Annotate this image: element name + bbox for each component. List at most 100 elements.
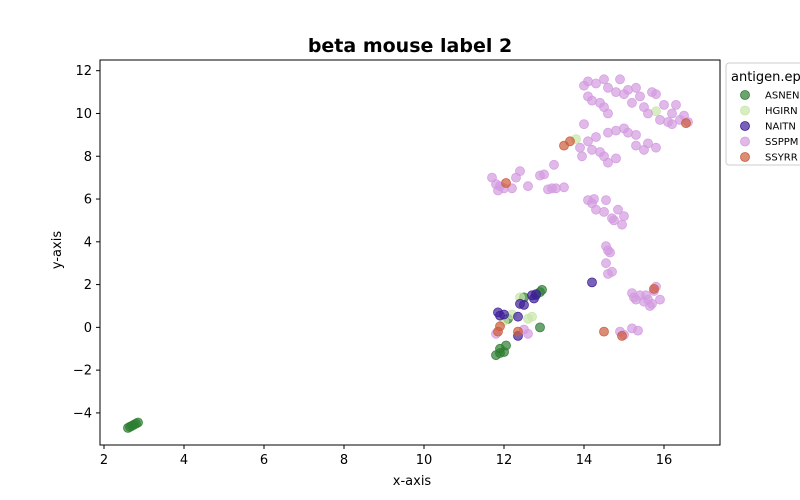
data-point-ssppm xyxy=(615,74,625,85)
legend-label-naitn: NAITN xyxy=(765,122,796,133)
data-point-ssppm xyxy=(591,132,601,142)
x-axis-label: x-axis xyxy=(393,474,432,489)
data-point-ssppm xyxy=(599,206,609,217)
legend-marker-naitn xyxy=(740,121,750,131)
legend-label-ssppm: SSPPM xyxy=(765,137,798,148)
data-point-ssppm xyxy=(655,294,665,305)
data-point-ssppm xyxy=(589,194,599,204)
legend-label-ssyrr: SSYRR xyxy=(765,153,798,164)
data-point-ssppm xyxy=(671,100,681,110)
data-point-ssppm xyxy=(551,183,561,194)
data-point-ssyrr xyxy=(513,326,523,337)
data-point-ssppm xyxy=(631,82,641,93)
x-tick-label: 4 xyxy=(180,453,188,468)
data-point-ssyrr xyxy=(495,321,505,332)
data-point-ssppm xyxy=(619,89,629,100)
x-tick-label: 16 xyxy=(656,453,673,468)
y-tick-label: 4 xyxy=(84,235,92,250)
data-point-ssppm xyxy=(631,129,641,140)
data-point-ssppm xyxy=(647,298,657,309)
data-point-asnen xyxy=(535,322,545,333)
data-point-ssppm xyxy=(655,115,665,125)
legend: antigen.ep ASNEN HGIRN NAITN SSPPM SSYRR xyxy=(725,62,800,166)
data-point-ssppm xyxy=(605,247,615,258)
data-point-ssyrr xyxy=(681,118,691,128)
x-tick-label: 8 xyxy=(340,453,348,468)
data-point-ssppm xyxy=(643,138,653,149)
data-point-ssppm xyxy=(523,181,533,192)
data-point-naitn xyxy=(513,311,523,322)
legend-title: antigen.ep xyxy=(731,70,800,85)
data-point-ssppm xyxy=(619,211,629,222)
y-tick-label: 10 xyxy=(75,107,92,122)
legend-marker-ssyrr xyxy=(740,152,750,162)
data-point-ssppm xyxy=(607,266,617,277)
data-point-ssppm xyxy=(651,142,661,153)
data-point-ssppm xyxy=(643,108,653,119)
data-point-ssppm xyxy=(601,258,611,269)
data-point-ssppm xyxy=(591,78,601,89)
data-point-ssppm xyxy=(667,119,677,130)
data-point-ssppm xyxy=(579,119,589,130)
legend-marker-ssppm xyxy=(740,136,750,147)
data-point-ssppm xyxy=(587,95,597,106)
data-point-asnen xyxy=(501,340,511,351)
data-point-ssppm xyxy=(623,127,633,138)
data-point-ssppm xyxy=(583,136,593,147)
data-point-ssppm xyxy=(523,328,533,339)
data-point-ssppm xyxy=(627,97,637,108)
legend-label-hgirn: HGIRN xyxy=(765,106,798,117)
data-point-ssppm xyxy=(587,144,597,155)
y-tick-label: 6 xyxy=(84,193,92,208)
data-point-ssppm xyxy=(611,87,621,97)
data-point-ssppm xyxy=(603,82,613,93)
x-tick-label: 14 xyxy=(576,453,593,468)
x-axis-ticks: 2 4 6 8 10 12 14 16 xyxy=(100,445,672,468)
data-point-ssppm xyxy=(609,215,619,226)
data-point-hgirn xyxy=(527,311,537,322)
y-axis-ticks: −4 −2 0 2 4 6 8 10 12 xyxy=(73,64,100,421)
data-point-asnen xyxy=(133,417,143,428)
data-point-ssppm xyxy=(603,108,613,119)
data-point-ssppm xyxy=(575,142,585,153)
data-point-ssppm xyxy=(635,91,645,102)
x-tick-label: 10 xyxy=(416,453,433,468)
data-point-ssyrr xyxy=(649,283,659,294)
legend-label-asnen: ASNEN xyxy=(765,91,799,102)
data-point-naitn xyxy=(587,277,597,288)
legend-items: ASNEN HGIRN NAITN SSPPM SSYRR xyxy=(740,90,799,164)
data-point-ssppm xyxy=(591,204,601,215)
data-point-ssppm xyxy=(613,204,623,215)
points-layer xyxy=(123,74,693,433)
data-point-ssppm xyxy=(583,76,593,87)
data-point-ssppm xyxy=(599,74,609,85)
legend-marker-hgirn xyxy=(740,105,750,116)
data-point-ssppm xyxy=(631,140,641,151)
data-point-ssppm xyxy=(667,108,677,119)
y-tick-label: −4 xyxy=(73,406,92,421)
data-point-hgirn xyxy=(651,106,661,117)
y-tick-label: 8 xyxy=(84,150,92,165)
data-point-naitn xyxy=(499,309,509,320)
data-point-ssppm xyxy=(601,195,611,206)
data-point-ssppm xyxy=(559,182,569,193)
y-tick-label: 0 xyxy=(84,321,92,336)
data-point-ssppm xyxy=(577,151,587,162)
data-point-ssyrr xyxy=(565,136,575,147)
data-point-naitn xyxy=(531,289,541,300)
data-point-ssppm xyxy=(603,127,613,138)
data-point-ssyrr xyxy=(617,330,627,341)
data-point-ssppm xyxy=(611,125,621,136)
plot-area xyxy=(99,59,721,446)
data-point-ssyrr xyxy=(599,326,609,337)
data-point-ssppm xyxy=(539,169,549,180)
data-point-ssppm xyxy=(651,89,661,100)
data-point-ssyrr xyxy=(501,178,511,188)
data-point-naitn xyxy=(519,299,529,310)
data-point-ssppm xyxy=(633,325,643,336)
data-point-ssppm xyxy=(549,159,559,170)
data-point-ssppm xyxy=(617,219,627,230)
x-tick-label: 2 xyxy=(100,453,108,468)
y-tick-label: 2 xyxy=(84,278,92,293)
